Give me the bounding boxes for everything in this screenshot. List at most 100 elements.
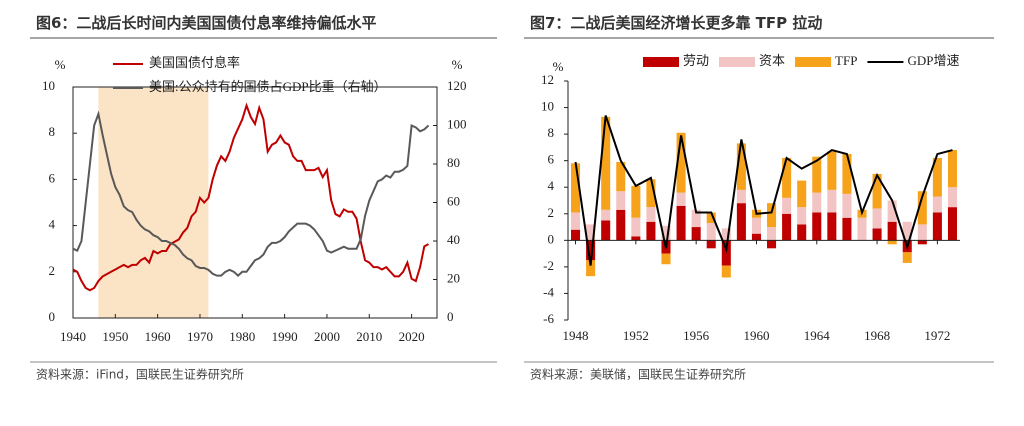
- bar-segment: [571, 229, 581, 241]
- y-unit: %: [553, 59, 564, 74]
- y-tick-label: 8: [49, 124, 56, 139]
- bar-segment: [917, 191, 927, 225]
- y-tick-label: 10: [42, 78, 55, 93]
- bar-segment: [767, 203, 777, 228]
- y-tick-label: 0: [548, 231, 555, 246]
- bar-segment: [797, 224, 807, 241]
- y2-tick-label: 40: [447, 232, 460, 247]
- legend-label: 劳动: [683, 53, 709, 68]
- bar-segment: [887, 200, 897, 222]
- bar-segment: [586, 240, 596, 261]
- bar-segment: [812, 212, 822, 241]
- source: 资料来源：iFind，国联民生证券研究所: [36, 367, 244, 382]
- x-tick-label: 2010: [356, 329, 382, 344]
- series-line: [72, 102, 430, 292]
- bar-segment: [706, 212, 716, 224]
- x-tick-label: 1968: [864, 328, 890, 343]
- bar-segment: [676, 192, 686, 206]
- bar-segment: [646, 207, 656, 222]
- bar-segment: [842, 154, 852, 194]
- x-tick-label: 1952: [623, 328, 649, 343]
- highlight-band: [98, 87, 209, 318]
- x-tick-label: 1964: [804, 328, 831, 343]
- bar-segment: [887, 221, 897, 241]
- bar-segment: [661, 253, 671, 265]
- x-tick-label: 2020: [399, 329, 425, 344]
- bar-segment: [631, 185, 641, 218]
- y-tick-label: 4: [49, 217, 56, 232]
- bar-segment: [932, 196, 942, 213]
- bar-segment: [827, 189, 837, 213]
- bar-segment: [767, 240, 777, 249]
- bar-segment: [721, 228, 731, 241]
- legend-label: 美国:公众持有的国债占GDP比重（右轴）: [149, 79, 387, 94]
- bar-segment: [827, 151, 837, 190]
- bar-segment: [902, 252, 912, 263]
- bar-segment: [812, 192, 822, 213]
- x-tick-label: 1972: [924, 328, 950, 343]
- bar-segment: [947, 187, 957, 208]
- bar-segment: [827, 212, 837, 241]
- bar-segment: [782, 158, 792, 198]
- y2-tick-label: 80: [447, 155, 460, 170]
- bar-segment: [691, 227, 701, 241]
- bar-segment: [586, 260, 596, 277]
- series-line: [72, 110, 430, 278]
- y2-tick-label: 0: [447, 309, 454, 324]
- bar-segment: [601, 209, 611, 221]
- y-tick-label: 10: [541, 99, 554, 114]
- bar-segment: [616, 209, 626, 241]
- bar-segment: [932, 212, 942, 241]
- y-tick-label: -4: [543, 284, 554, 299]
- bar-segment: [751, 233, 761, 241]
- bar-segment: [601, 220, 611, 241]
- y-tick-label: -6: [543, 311, 554, 326]
- legend-label: 美国国债付息率: [149, 55, 240, 70]
- bar-segment: [902, 221, 912, 241]
- bar-segment: [661, 225, 671, 241]
- bar-segment: [646, 221, 656, 241]
- bar-segment: [887, 240, 897, 245]
- bar-segment: [706, 240, 716, 249]
- y-tick-label: -2: [543, 258, 554, 273]
- bar-segment: [872, 173, 882, 209]
- y-tick-label: 8: [548, 125, 555, 140]
- bar-segment: [812, 156, 822, 193]
- bar-segment: [857, 217, 867, 241]
- chart-title: 图6：二战后长时间内美国国债付息率维持偏低水平: [36, 14, 376, 32]
- x-tick-label: 2000: [314, 329, 340, 344]
- x-tick-label: 1950: [102, 329, 128, 344]
- bar-segment: [797, 180, 807, 208]
- bar-segment: [721, 265, 731, 278]
- y-tick-label: 2: [548, 205, 555, 220]
- y2-tick-label: 120: [447, 78, 467, 93]
- bar-segment: [736, 143, 746, 190]
- bar-segment: [751, 217, 761, 234]
- source: 资料来源：美联储，国联民生证券研究所: [530, 367, 746, 382]
- x-tick-label: 1970: [187, 329, 213, 344]
- x-tick-label: 1956: [683, 328, 710, 343]
- y2-unit: %: [452, 57, 463, 72]
- bar-segment: [706, 223, 716, 241]
- bar-segment: [917, 240, 927, 245]
- x-tick-label: 1940: [60, 329, 86, 344]
- bar-segment: [842, 193, 852, 218]
- bar-segment: [872, 208, 882, 229]
- x-tick-label: 1990: [272, 329, 298, 344]
- x-tick-label: 1960: [145, 329, 171, 344]
- x-tick-label: 1960: [743, 328, 769, 343]
- bar-segment: [646, 179, 656, 208]
- bar-segment: [947, 207, 957, 241]
- bar-segment: [782, 213, 792, 241]
- bar-segment: [736, 189, 746, 204]
- y-tick-label: 12: [541, 72, 554, 87]
- legend-swatch: [719, 57, 756, 67]
- bar-segment: [767, 227, 777, 241]
- y-unit: %: [55, 57, 66, 72]
- y2-tick-label: 20: [447, 270, 460, 285]
- legend-label: GDP增速: [907, 53, 959, 68]
- bar-segment: [631, 236, 641, 241]
- bar-segment: [571, 163, 581, 213]
- chart-title: 图7：二战后美国经济增长更多靠 TFP 拉动: [530, 14, 822, 32]
